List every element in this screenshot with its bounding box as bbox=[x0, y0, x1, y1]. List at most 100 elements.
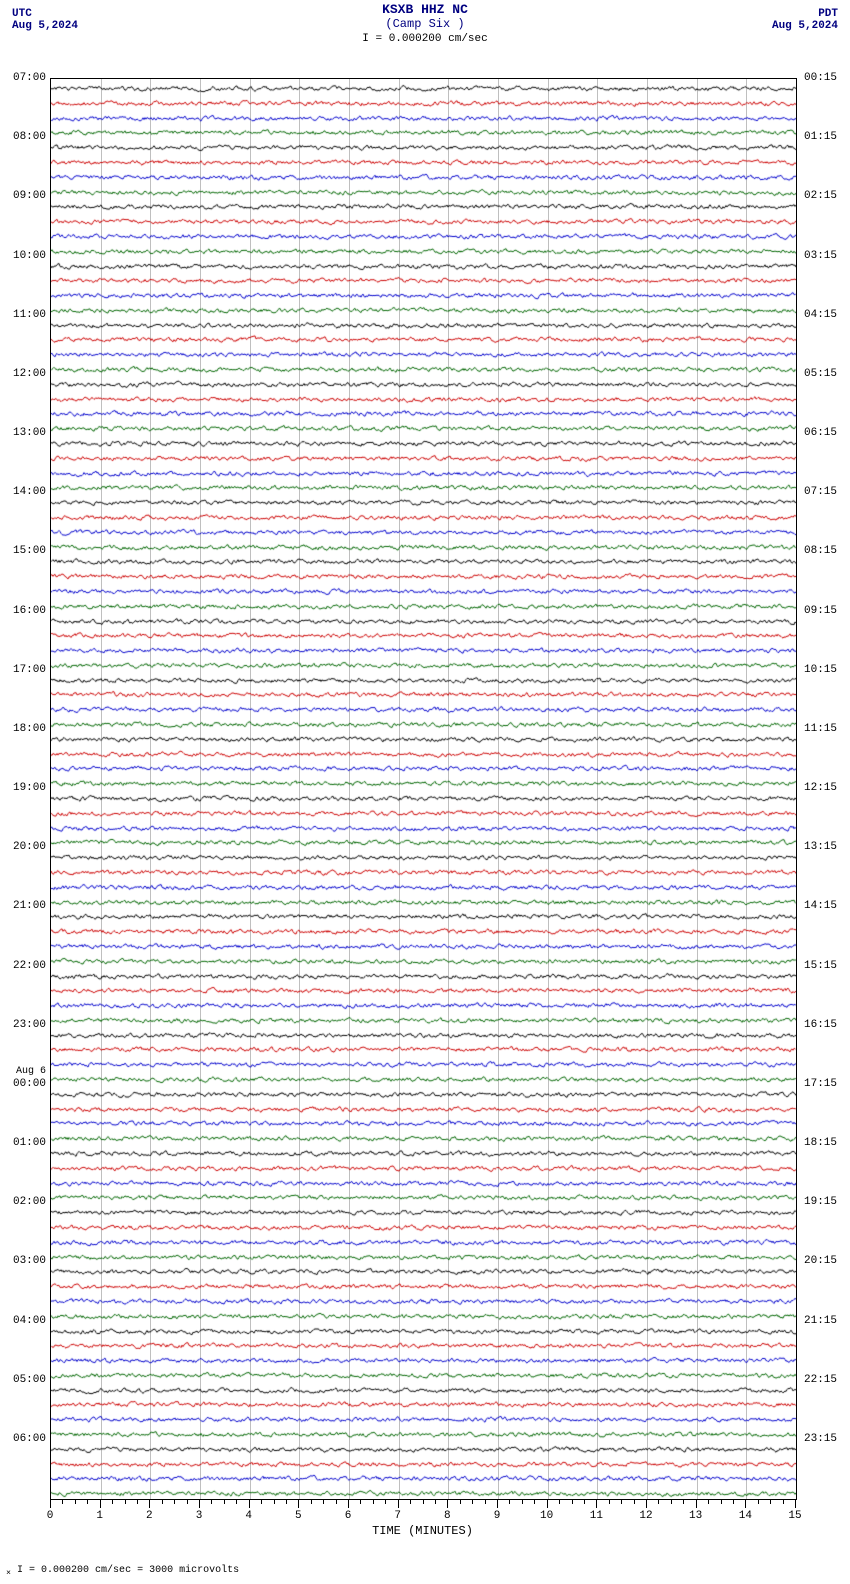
trace-row bbox=[51, 1277, 796, 1291]
x-tick-label: 13 bbox=[689, 1510, 702, 1522]
utc-time-label: 12:00 bbox=[13, 368, 46, 380]
trace-row bbox=[51, 123, 796, 137]
trace-row bbox=[51, 789, 796, 803]
x-tick-minor bbox=[385, 1500, 386, 1504]
utc-time-label: 06:00 bbox=[13, 1433, 46, 1445]
x-tick-label: 2 bbox=[146, 1510, 153, 1522]
right-time-labels: 00:1501:1502:1503:1504:1505:1506:1507:15… bbox=[802, 78, 850, 1498]
x-tick-label: 9 bbox=[494, 1510, 501, 1522]
utc-time-label: 09:00 bbox=[13, 190, 46, 202]
x-tick-minor bbox=[658, 1500, 659, 1504]
utc-time-label: 14:00 bbox=[13, 486, 46, 498]
trace-row bbox=[51, 567, 796, 581]
trace-row bbox=[51, 360, 796, 374]
pdt-time-label: 04:15 bbox=[804, 309, 837, 321]
trace-row bbox=[51, 153, 796, 167]
trace-row bbox=[51, 1085, 796, 1099]
x-tick-major bbox=[298, 1500, 299, 1508]
utc-time-label: 15:00 bbox=[13, 545, 46, 557]
trace-row bbox=[51, 1262, 796, 1276]
x-tick-minor bbox=[162, 1500, 163, 1504]
trace-row bbox=[51, 774, 796, 788]
trace-row bbox=[51, 227, 796, 241]
x-tick-label: 11 bbox=[590, 1510, 603, 1522]
x-tick-major bbox=[249, 1500, 250, 1508]
trace-row bbox=[51, 523, 796, 537]
x-tick-label: 3 bbox=[196, 1510, 203, 1522]
x-tick-label: 0 bbox=[47, 1510, 54, 1522]
trace-row bbox=[51, 79, 796, 93]
pdt-time-label: 09:15 bbox=[804, 605, 837, 617]
trace-row bbox=[51, 375, 796, 389]
x-tick-minor bbox=[360, 1500, 361, 1504]
x-axis: TIME (MINUTES) 0123456789101112131415 bbox=[50, 1500, 795, 1540]
trace-row bbox=[51, 404, 796, 418]
trace-row bbox=[51, 685, 796, 699]
trace-row bbox=[51, 1351, 796, 1365]
trace-row bbox=[51, 1307, 796, 1321]
x-tick-minor bbox=[485, 1500, 486, 1504]
trace-row bbox=[51, 345, 796, 359]
utc-time-label: 22:00 bbox=[13, 960, 46, 972]
x-tick-minor bbox=[435, 1500, 436, 1504]
x-tick-minor bbox=[584, 1500, 585, 1504]
trace-row bbox=[51, 212, 796, 226]
pdt-time-label: 16:15 bbox=[804, 1019, 837, 1031]
x-tick-major bbox=[199, 1500, 200, 1508]
left-tz-date: Aug 5,2024 bbox=[12, 20, 78, 32]
x-tick-minor bbox=[410, 1500, 411, 1504]
trace-row bbox=[51, 434, 796, 448]
utc-time-label: 17:00 bbox=[13, 664, 46, 676]
utc-time-label: 13:00 bbox=[13, 427, 46, 439]
scale-bar: I = 0.000200 cm/sec bbox=[0, 33, 850, 45]
trace-row bbox=[51, 1070, 796, 1084]
x-tick-major bbox=[795, 1500, 796, 1508]
right-tz-date: Aug 5,2024 bbox=[772, 20, 838, 32]
x-tick-major bbox=[696, 1500, 697, 1508]
x-tick-minor bbox=[125, 1500, 126, 1504]
x-tick-minor bbox=[783, 1500, 784, 1504]
pdt-time-label: 11:15 bbox=[804, 723, 837, 735]
x-tick-minor bbox=[323, 1500, 324, 1504]
seismogram-plot bbox=[50, 78, 797, 1500]
x-tick-minor bbox=[671, 1500, 672, 1504]
trace-row bbox=[51, 1366, 796, 1380]
trace-row bbox=[51, 967, 796, 981]
trace-row bbox=[51, 1218, 796, 1232]
x-tick-minor bbox=[758, 1500, 759, 1504]
trace-row bbox=[51, 582, 796, 596]
x-tick-major bbox=[398, 1500, 399, 1508]
pdt-time-label: 20:15 bbox=[804, 1255, 837, 1267]
trace-row bbox=[51, 1425, 796, 1439]
x-tick-minor bbox=[472, 1500, 473, 1504]
pdt-time-label: 06:15 bbox=[804, 427, 837, 439]
x-tick-label: 8 bbox=[444, 1510, 451, 1522]
trace-row bbox=[51, 1381, 796, 1395]
x-tick-label: 12 bbox=[639, 1510, 652, 1522]
x-tick-minor bbox=[174, 1500, 175, 1504]
seismogram-container: KSXB HHZ NC (Camp Six ) I = 0.000200 cm/… bbox=[0, 0, 850, 1584]
x-tick-major bbox=[497, 1500, 498, 1508]
trace-row bbox=[51, 464, 796, 478]
x-tick-label: 14 bbox=[739, 1510, 752, 1522]
trace-row bbox=[51, 478, 796, 492]
trace-row bbox=[51, 819, 796, 833]
trace-row bbox=[51, 863, 796, 877]
utc-time-label: 00:00 bbox=[13, 1078, 46, 1090]
pdt-time-label: 17:15 bbox=[804, 1078, 837, 1090]
trace-row bbox=[51, 257, 796, 271]
trace-row bbox=[51, 1011, 796, 1025]
x-tick-label: 7 bbox=[394, 1510, 401, 1522]
x-tick-label: 6 bbox=[345, 1510, 352, 1522]
x-tick-minor bbox=[534, 1500, 535, 1504]
x-tick-minor bbox=[770, 1500, 771, 1504]
station-title: KSXB HHZ NC bbox=[0, 2, 850, 17]
x-tick-major bbox=[646, 1500, 647, 1508]
utc-time-label: 05:00 bbox=[13, 1374, 46, 1386]
pdt-time-label: 12:15 bbox=[804, 782, 837, 794]
x-tick-major bbox=[447, 1500, 448, 1508]
x-tick-minor bbox=[423, 1500, 424, 1504]
trace-row bbox=[51, 612, 796, 626]
trace-row bbox=[51, 1395, 796, 1409]
x-tick-label: 5 bbox=[295, 1510, 302, 1522]
